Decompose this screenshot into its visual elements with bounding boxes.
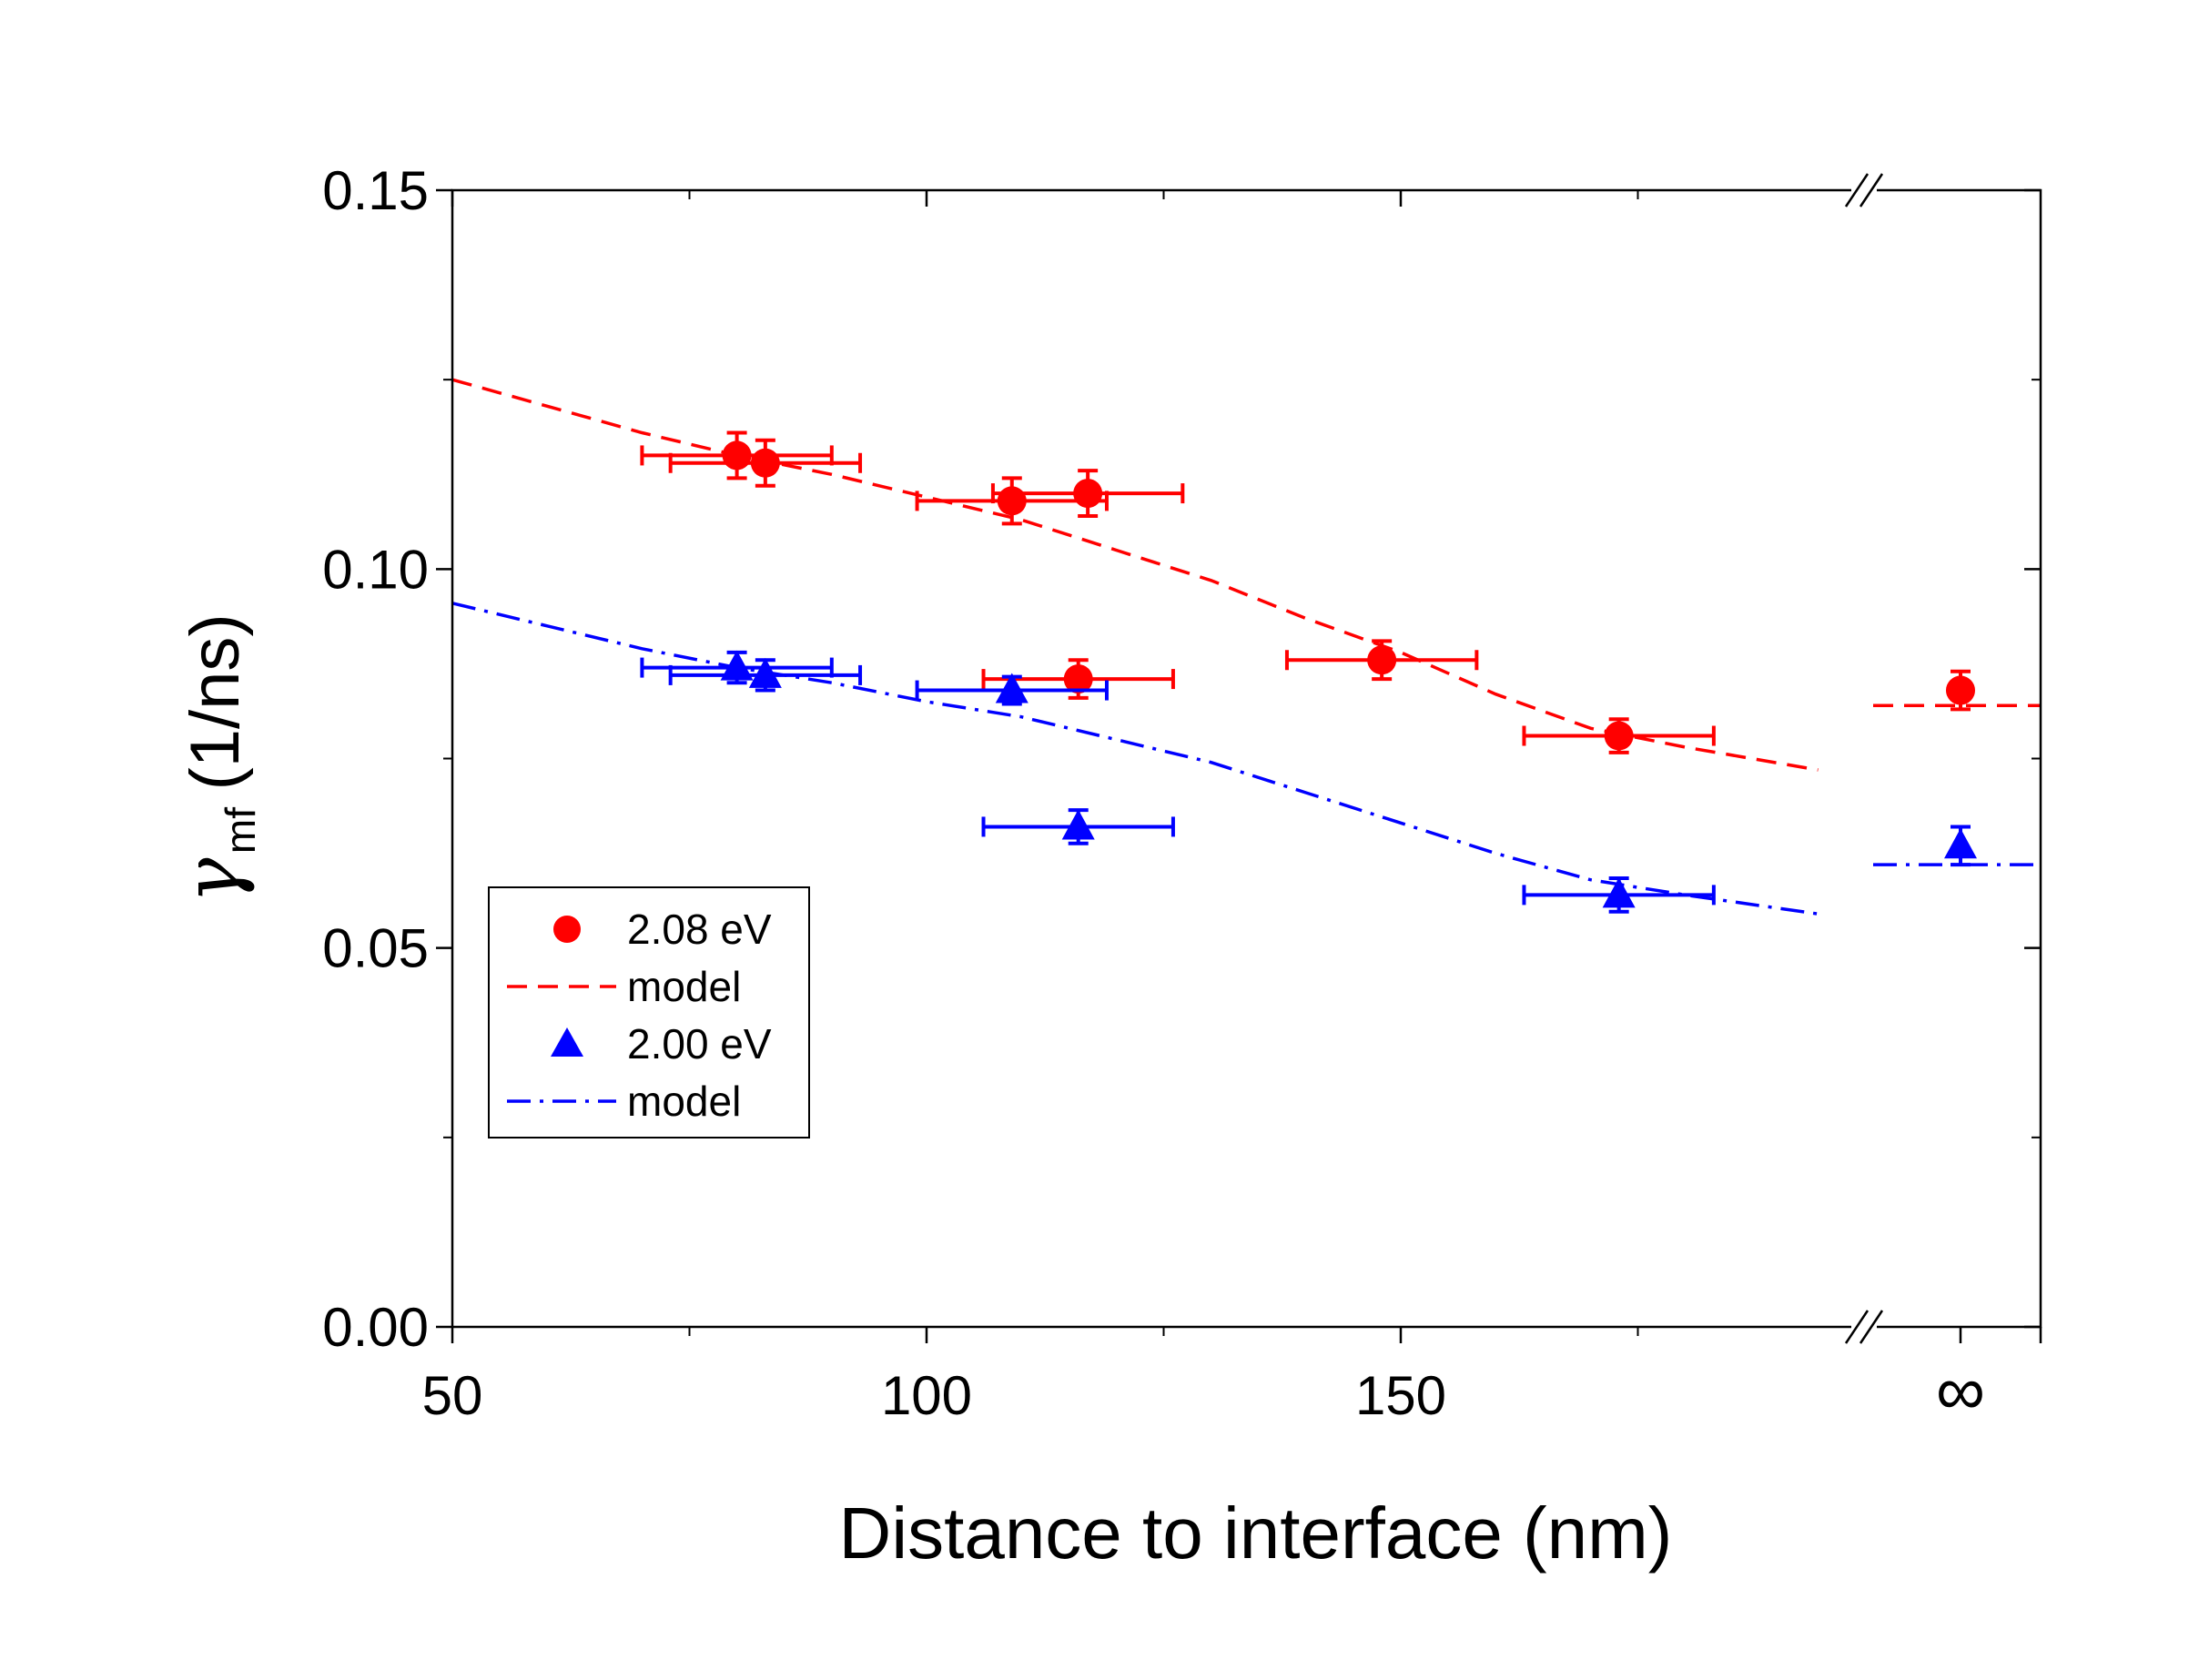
- y-axis-title: γ mf (1/ns): [167, 613, 264, 904]
- marker-triangle: [1602, 877, 1636, 908]
- legend-label: model: [627, 1078, 741, 1125]
- y-axis-unit: (1/ns): [177, 613, 254, 790]
- marker-triangle: [995, 673, 1029, 703]
- data-point-circle: [1946, 669, 1975, 712]
- ticks-layer: 0.00 0.05 0.10 0.15 50 100 150: [322, 160, 2042, 1426]
- data-point-circle: [640, 430, 834, 481]
- axis-break-slash: [1859, 173, 1884, 207]
- y-tick-label: 0.15: [322, 160, 429, 221]
- legend-label: 2.08 eV: [627, 906, 772, 953]
- data-point-circle: [668, 438, 863, 488]
- data-point-triangle: [1522, 876, 1716, 914]
- data-points: [640, 430, 1977, 914]
- marker-triangle: [748, 657, 782, 688]
- model-line-dashed: [451, 378, 1819, 772]
- x-axis-title: Distance to interface (nm): [839, 1493, 1673, 1574]
- x-tick-label: 50: [422, 1365, 483, 1426]
- x-tick-label-infinity: ∞: [1936, 1352, 1985, 1430]
- data-point-triangle: [915, 673, 1109, 706]
- plot-frame: [451, 188, 2042, 1329]
- marker-circle: [1604, 721, 1634, 751]
- data-point-triangle: [640, 650, 834, 685]
- axis-break-slash: [1844, 173, 1870, 207]
- y-tick-label: 0.05: [322, 918, 429, 979]
- legend-box: [488, 886, 810, 1139]
- data-point-triangle: [1944, 825, 1977, 867]
- marker-triangle: [720, 650, 754, 681]
- marker-circle: [1946, 675, 1975, 705]
- data-point-triangle: [668, 657, 863, 693]
- legend-item: 2.08 eV: [553, 906, 772, 953]
- y-axis-symbol: γ: [167, 857, 257, 904]
- marker-circle: [997, 486, 1027, 516]
- y-tick-label: 0.10: [322, 539, 429, 600]
- marker-triangle: [1061, 809, 1095, 840]
- y-axis-subscript: mf: [217, 807, 264, 854]
- data-point-circle: [990, 469, 1185, 519]
- marker-circle: [1073, 479, 1103, 509]
- legend-item: model: [507, 963, 741, 1010]
- legend-item: 2.00 eV: [551, 1020, 772, 1068]
- legend-item: model: [507, 1078, 741, 1125]
- axis-break-slash: [1844, 1310, 1870, 1344]
- x-tick-label: 150: [1355, 1365, 1446, 1426]
- y-tick-label: 0.00: [322, 1297, 429, 1358]
- marker-triangle: [1944, 828, 1977, 859]
- axis-break: [1844, 173, 1884, 1344]
- marker-circle: [722, 440, 752, 471]
- x-tick-label: 100: [881, 1365, 972, 1426]
- marker-circle: [1063, 664, 1093, 694]
- legend-label: 2.00 eV: [627, 1020, 772, 1068]
- marker-circle: [1367, 645, 1397, 675]
- model-line-dashdot: [451, 602, 1819, 916]
- legend: 2.08 eV model 2.00 eV model: [488, 886, 810, 1139]
- data-point-circle: [1284, 639, 1479, 682]
- legend-marker-circle: [553, 916, 581, 943]
- marker-circle: [750, 448, 780, 478]
- model-lines: [451, 378, 2041, 916]
- legend-label: model: [627, 963, 741, 1010]
- axis-break-slash: [1859, 1310, 1884, 1344]
- legend-marker-triangle: [551, 1027, 583, 1057]
- data-point-circle: [1522, 717, 1716, 754]
- data-point-triangle: [981, 808, 1175, 845]
